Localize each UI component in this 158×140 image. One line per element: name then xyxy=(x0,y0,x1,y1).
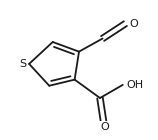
Text: OH: OH xyxy=(126,80,143,90)
Text: O: O xyxy=(129,19,138,29)
Text: O: O xyxy=(100,122,109,132)
Text: S: S xyxy=(19,59,26,69)
